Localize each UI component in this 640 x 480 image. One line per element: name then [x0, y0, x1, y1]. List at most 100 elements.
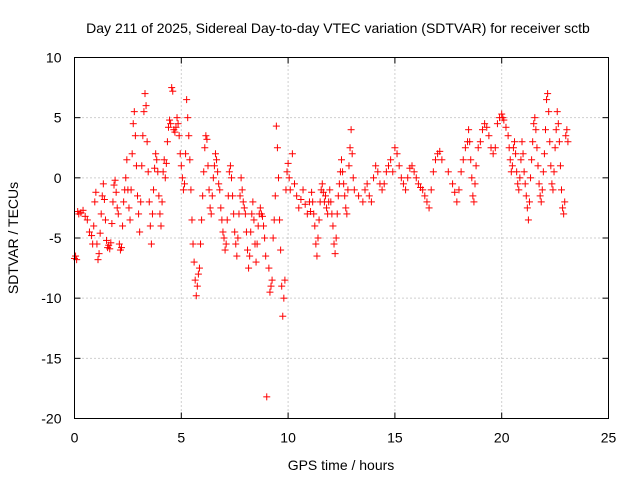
data-point [429, 168, 437, 176]
data-point [341, 192, 349, 200]
data-point [184, 114, 192, 122]
data-point [370, 174, 378, 182]
data-point [145, 198, 153, 206]
data-point [553, 108, 561, 116]
data-point [146, 222, 154, 230]
data-point [338, 156, 345, 164]
data-point [233, 252, 241, 260]
data-point [387, 156, 395, 164]
data-point [160, 156, 168, 164]
data-point [343, 210, 351, 218]
data-point [177, 162, 185, 170]
data-point [162, 159, 170, 167]
data-point [231, 228, 239, 236]
data-point [397, 174, 405, 182]
data-point [459, 156, 467, 164]
data-point [538, 186, 546, 194]
data-point [408, 162, 416, 170]
data-point [142, 102, 150, 110]
data-point [558, 186, 566, 194]
data-point [283, 168, 291, 176]
data-point [130, 108, 138, 116]
data-point [412, 174, 420, 182]
data-point [323, 204, 331, 212]
data-points [71, 84, 572, 401]
data-point [410, 168, 418, 176]
data-point [91, 198, 99, 206]
data-point [523, 204, 531, 212]
data-point [339, 168, 347, 176]
data-point [436, 147, 444, 155]
data-point [318, 180, 326, 188]
data-point [419, 186, 427, 194]
data-point [421, 192, 429, 200]
data-point [120, 198, 128, 206]
data-point [280, 294, 288, 302]
data-point [531, 114, 539, 122]
data-point [297, 195, 305, 203]
data-point [98, 192, 106, 200]
data-point [315, 216, 323, 224]
data-point [240, 204, 248, 212]
data-point [367, 198, 375, 206]
data-point [319, 188, 327, 196]
data-point [457, 168, 465, 176]
x-tick-label: 0 [71, 430, 79, 446]
data-point [281, 276, 289, 284]
data-point [524, 216, 532, 224]
data-point [129, 120, 137, 128]
data-point [563, 126, 571, 134]
data-point [342, 204, 350, 212]
data-point [199, 192, 207, 200]
data-point [291, 180, 299, 188]
data-point [564, 138, 572, 146]
data-point [108, 220, 116, 228]
data-point [72, 252, 80, 260]
data-point [222, 240, 230, 248]
data-point [137, 198, 145, 206]
data-point [295, 204, 303, 212]
y-tick-label: -10 [41, 290, 61, 306]
data-point [509, 144, 517, 152]
data-point [548, 180, 556, 188]
y-tick-label: 0 [54, 170, 62, 186]
data-point [190, 258, 198, 266]
data-point [534, 162, 542, 170]
data-point [561, 198, 569, 206]
data-point [263, 393, 271, 401]
data-point [156, 210, 164, 218]
data-point [393, 150, 401, 158]
data-point [208, 192, 216, 200]
data-point [161, 174, 169, 182]
data-point [514, 180, 522, 188]
data-point [94, 256, 102, 264]
x-axis-label: GPS time / hours [288, 457, 395, 473]
data-point [489, 150, 497, 158]
data-point [229, 192, 237, 200]
data-point [498, 110, 506, 118]
data-point [125, 204, 133, 212]
data-point [128, 150, 136, 158]
data-point [221, 246, 229, 254]
data-point [126, 216, 134, 224]
data-point [269, 234, 277, 242]
data-point [182, 150, 190, 158]
data-point [158, 198, 166, 206]
data-point [175, 132, 183, 140]
data-point [267, 282, 275, 290]
data-point [345, 162, 353, 170]
data-point [192, 292, 200, 300]
data-point [308, 188, 316, 196]
data-point [159, 168, 167, 176]
data-point [541, 126, 549, 134]
data-point [107, 239, 115, 247]
data-point [187, 186, 195, 194]
data-point [414, 180, 422, 188]
data-point [123, 156, 131, 164]
grid-lines [74, 57, 609, 419]
data-point [313, 252, 321, 260]
data-point [244, 246, 252, 254]
data-point [517, 156, 525, 164]
data-point [136, 228, 144, 236]
data-point [554, 120, 562, 128]
